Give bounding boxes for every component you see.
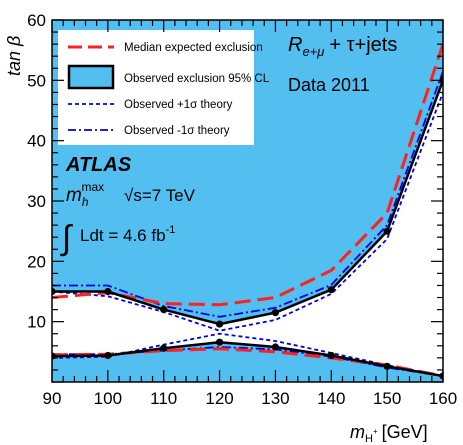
y-tick-label: 20 (27, 252, 46, 271)
energy-label: √s=7 TeV (124, 186, 196, 205)
legend: Median expected exclusion Observed exclu… (58, 30, 270, 145)
x-tick-label: 130 (261, 389, 289, 408)
y-tick-label: 40 (27, 132, 46, 151)
observed-lower-point (215, 338, 224, 346)
integral-icon: ∫ (60, 219, 73, 257)
observed-upper-point (383, 227, 391, 235)
observed-upper-point (160, 306, 168, 314)
x-tick-label: 100 (94, 389, 122, 408)
lumi-label: Ldt = 4.6 fb-1 (80, 224, 175, 245)
series-1-lower-line (52, 340, 443, 378)
x-tick-label: 150 (373, 389, 401, 408)
legend-label-plus-theory: Observed +1σ theory (124, 99, 233, 111)
observed-upper-point (52, 287, 56, 296)
x-tick-label: 120 (205, 389, 233, 408)
y-tick-label: 50 (27, 71, 46, 90)
observed-upper-point (215, 320, 224, 328)
y-axis-label: tan β (4, 36, 24, 76)
x-axis-label: mH+ [GeV] (350, 422, 428, 445)
legend-label-minus-theory: Observed -1σ theory (124, 125, 230, 137)
observed-lower-point (327, 351, 335, 360)
scenario-label: mhmax (66, 180, 104, 209)
observed-lower-point (104, 351, 112, 360)
observed-lower-point (271, 343, 280, 351)
legend-label-observed: Observed exclusion 95% CL (124, 73, 270, 85)
channel-label: Re+μ + τ+jets (288, 34, 397, 59)
x-tick-label: 160 (429, 389, 457, 408)
y-tick-label: 30 (27, 192, 46, 211)
y-tick-label: 10 (27, 313, 46, 332)
series-0-upper-line (52, 43, 443, 307)
annotations: Re+μ + τ+jets Data 2011 ATLAS mhmax √s=7 … (60, 34, 397, 257)
series-3-upper-line (52, 70, 443, 318)
observed-lower-point (439, 372, 443, 380)
x-tick-label: 110 (150, 389, 177, 408)
data-label: Data 2011 (288, 75, 370, 95)
observed-lower-point (160, 344, 168, 352)
observed-upper-point (271, 309, 280, 317)
observed-upper-point (104, 287, 112, 296)
x-tick-label: 140 (317, 389, 345, 408)
series-2-upper-line (52, 92, 443, 332)
series-1-upper-line (52, 79, 443, 326)
y-tick-label: 60 (27, 11, 46, 30)
legend-swatch-observed (67, 64, 115, 90)
observed-upper-point (327, 286, 335, 294)
legend-label-expected: Median expected exclusion (124, 42, 263, 54)
observed-lower-point (383, 362, 391, 370)
x-tick-label: 90 (43, 389, 62, 408)
atlas-label: ATLAS (65, 154, 132, 176)
